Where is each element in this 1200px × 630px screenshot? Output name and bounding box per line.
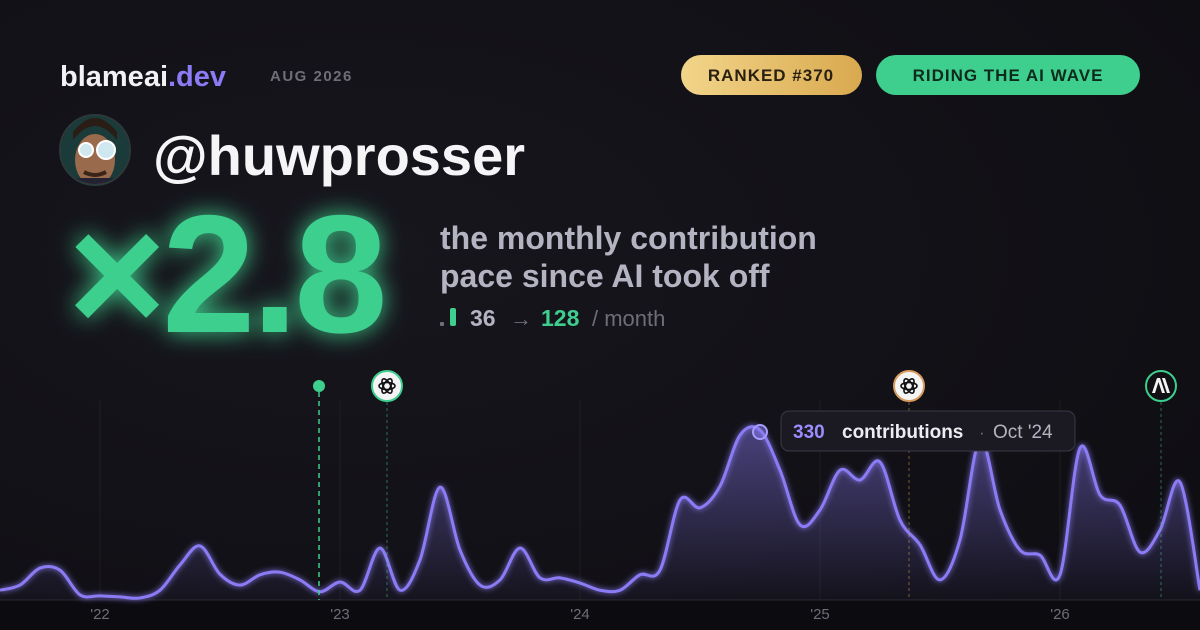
stat-arrow: → <box>510 306 532 331</box>
event-dot <box>313 380 325 392</box>
stat-before: 36 <box>470 305 496 331</box>
avatar <box>59 114 131 186</box>
area <box>0 426 1200 600</box>
tagline-line: pace since AI took off <box>440 258 770 294</box>
x-tick-label: '26 <box>1050 606 1070 623</box>
date: AUG 2026 <box>270 68 353 85</box>
x-tick-label: '22 <box>90 606 110 623</box>
axis-band <box>0 600 1200 630</box>
anthropic-icon <box>1145 370 1177 402</box>
multiplier: ×2.8 <box>68 180 384 368</box>
event-markers <box>313 370 1177 600</box>
tooltip-separator: · <box>979 423 985 442</box>
tooltip-date: Oct '24 <box>993 422 1053 443</box>
brand-name: blameai <box>60 61 168 93</box>
tooltip-value: 330 <box>793 422 825 443</box>
rank-badge-text: RANKED #370 <box>708 66 834 85</box>
tooltip-box <box>780 410 1076 452</box>
stat-icon <box>440 322 444 326</box>
openai-icon <box>893 370 925 402</box>
x-tick-label: '25 <box>810 606 830 623</box>
brand-tld: .dev <box>168 61 226 93</box>
x-tick-label: '23 <box>330 606 350 623</box>
line <box>0 425 1200 600</box>
highlight-point <box>752 424 768 440</box>
tagline-line: the monthly contribution <box>440 220 817 256</box>
status-badge-text: RIDING THE AI WAVE <box>913 66 1104 85</box>
rank-badge <box>681 55 862 95</box>
status-badge <box>876 55 1140 95</box>
x-tick-label: '24 <box>570 606 590 623</box>
stat-unit: / month <box>592 306 665 331</box>
tooltip-unit: contributions <box>842 422 963 443</box>
handle: @huwprosser <box>153 124 525 187</box>
openai-icon <box>371 370 403 402</box>
tooltip: 330 contributions · Oct '24 <box>752 410 1076 452</box>
stat-after: 128 <box>541 305 580 331</box>
stat-icon <box>450 308 456 326</box>
brand: blameai.dev <box>60 61 226 93</box>
